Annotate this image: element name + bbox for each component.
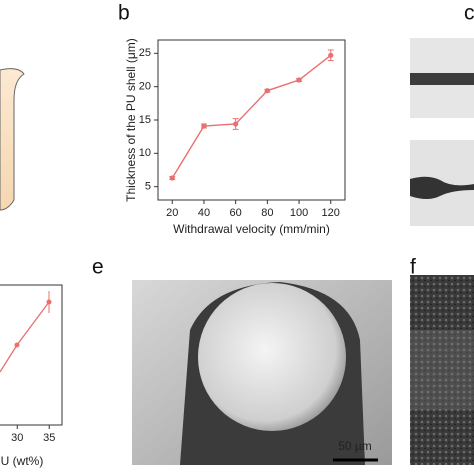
- x-tick-label: 30: [11, 432, 23, 444]
- point: [169, 175, 175, 181]
- sem-bead: [198, 283, 346, 431]
- x-axis-label: U (wt%): [1, 454, 44, 468]
- x-tick-label: 35: [43, 432, 55, 444]
- sem-image: [410, 275, 474, 465]
- plot-frame: [157, 39, 346, 201]
- fiber-image: [410, 73, 474, 85]
- point: [201, 123, 207, 129]
- y-tick-label: 20: [139, 81, 151, 93]
- partial-point: [14, 342, 20, 348]
- axis-line: [0, 284, 63, 426]
- x-tick-label: 40: [198, 207, 210, 219]
- beaker-illustration: [0, 68, 25, 211]
- x-tick-label: 60: [230, 207, 242, 219]
- panel-label: e: [92, 256, 104, 279]
- partial-curve: [0, 301, 50, 373]
- y-axis-label: Thickness of the PU shell (μm): [124, 38, 138, 202]
- x-tick-label: 80: [261, 207, 273, 219]
- x-tick-label: 120: [322, 207, 340, 219]
- x-tick-label: 20: [166, 207, 178, 219]
- point: [233, 121, 239, 127]
- sem-fiber: [410, 330, 474, 410]
- x-axis-label: Withdrawal velocity (mm/min): [173, 222, 330, 236]
- y-tick-label: 10: [139, 147, 151, 159]
- fiber-image: [410, 176, 474, 199]
- partial-point: [46, 299, 52, 305]
- panel-label: c: [464, 2, 474, 25]
- y-tick-label: 5: [145, 181, 151, 193]
- point: [296, 77, 302, 83]
- point: [328, 52, 334, 58]
- y-tick-label: 15: [139, 114, 151, 126]
- point: [264, 88, 270, 94]
- panel-label: f: [410, 256, 416, 279]
- scale-bar-label: 50 µm: [338, 439, 372, 453]
- x-tick-label: 100: [290, 207, 308, 219]
- y-tick-label: 25: [139, 47, 151, 59]
- panel-label: b: [118, 2, 130, 25]
- line: [171, 54, 332, 179]
